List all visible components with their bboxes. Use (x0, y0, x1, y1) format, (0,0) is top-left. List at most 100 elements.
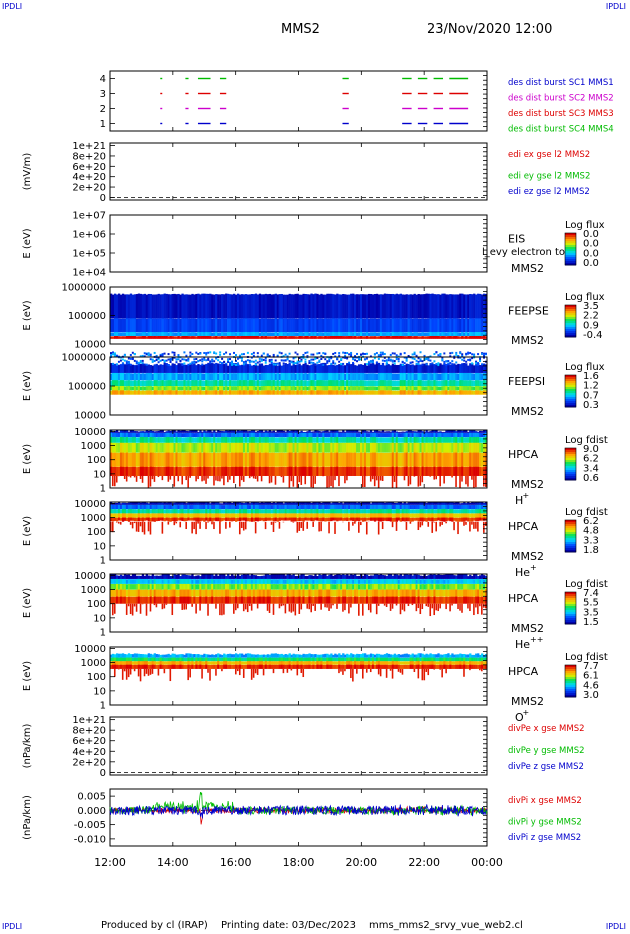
hpca-he-spectrogram-cell (441, 513, 444, 518)
hpca-he-spectrogram-cell (193, 504, 196, 510)
feepsi-spectrogram-cell (246, 373, 250, 381)
hpca-he-spectrogram-cell (463, 502, 466, 505)
feepsi-spectrogram-cell (113, 363, 117, 373)
hpca-he-spectrogram-cell (393, 502, 397, 505)
hpca-h-spectrogram-cell (252, 452, 256, 467)
feepsi-spectrogram-cell (356, 365, 359, 373)
hpca-h-spectrogram-cell (477, 452, 480, 467)
hpca-he-spectrogram-cell (340, 502, 343, 505)
hpca-he-spectrogram-cell (435, 509, 438, 514)
hpca-h-spectrogram-cell (173, 443, 176, 453)
hpca-h-spectrogram-spike (252, 475, 255, 479)
feepse-spectrogram-cell (354, 294, 357, 319)
feepsi-spectrogram-cell (352, 373, 355, 381)
feepsi-spectrogram-cell (342, 379, 345, 386)
hpca-h-spectrogram-spike (248, 475, 251, 479)
hpca-he-spectrogram-cell (471, 509, 474, 514)
hpca-h-spectrogram-cell (298, 452, 301, 467)
hpca-he-spectrogram-spike (463, 521, 465, 526)
feepsi-spectrogram-speckle (451, 363, 454, 366)
feepsi-spectrogram-cell (413, 390, 416, 395)
feepsi-spectrogram-speckle (483, 352, 486, 355)
hpca-h-spectrogram-cell (481, 452, 484, 467)
hpca-h-spectrogram-cell (149, 432, 152, 438)
feepse-spectrogram-cell (173, 293, 176, 319)
hpca-h-spectrogram-cell (439, 452, 442, 467)
hpca-h-spectrogram-cell (481, 443, 484, 453)
hpca-he-spectrogram-cell (447, 504, 450, 510)
feepse-spectrogram-cell (294, 336, 297, 339)
feepsi-spectrogram-cell (203, 380, 206, 386)
feepse-spectrogram-cell (242, 294, 246, 319)
eis-colorbar-segment (565, 243, 576, 246)
hpca-h-spectrogram-cell (173, 430, 176, 433)
hpca-he-spectrogram-cell (286, 509, 289, 514)
feepsi-spectrogram-speckle (199, 352, 202, 355)
hpca-he-spectrogram-cell (292, 502, 295, 505)
feepsi-spectrogram-speckle (137, 361, 140, 364)
feepse-spectrogram-cell (365, 318, 369, 333)
hpca-h-spectrogram-cell (177, 452, 180, 467)
hpca-he-spectrogram-cell (189, 513, 192, 518)
feepse-spectrogram-cell (421, 318, 424, 333)
feepse-spectrogram-cell (453, 318, 456, 333)
hpca-h-spectrogram-cell (483, 452, 486, 467)
hpca-he-spectrogram-cell (254, 502, 258, 505)
feepsi-spectrogram-cell (258, 380, 262, 386)
hpca-h-spectrogram-cell (352, 442, 355, 453)
feepse-spectrogram-cell (229, 335, 232, 339)
hpca-he-colorbar-segment (565, 522, 576, 525)
hpca-he-spectrogram-spike (225, 521, 227, 529)
feepse-spectrogram-cell (334, 294, 337, 319)
feepse-spectrogram-cell (316, 336, 319, 339)
hpca-h-spectrogram-spike (465, 475, 467, 485)
hpca-he-spectrogram-spike (453, 521, 455, 531)
hpca-he-spectrogram-cell (481, 504, 484, 510)
hpca-he-spectrogram-cell (417, 509, 420, 514)
feepsi-spectrogram-speckle (455, 361, 458, 364)
feepse-spectrogram-cell (401, 336, 404, 339)
feepse-spectrogram-cell (242, 331, 246, 337)
feepse-spectrogram-cell (274, 331, 277, 337)
hpca-h-spectrogram-cell (135, 437, 139, 443)
hpca-he-spectrogram-cell (217, 504, 220, 510)
hpca-h-spectrogram-cell (344, 452, 347, 467)
feepse-spectrogram-cell (254, 293, 258, 319)
feepsi-spectrogram-cell (246, 386, 250, 391)
hpca-he-spectrogram-cell (280, 513, 283, 518)
feepsi-spectrogram-cell (280, 372, 283, 381)
feepse-spectrogram-cell (246, 294, 250, 319)
feepsi-spectrogram-cell (465, 372, 468, 381)
hpca-h-spectrogram-cell (326, 442, 329, 453)
hpca-h-spectrogram-cell (254, 432, 258, 438)
feepsi-spectrogram-cell (393, 380, 397, 386)
hpca-h-spectrogram-cell (421, 431, 424, 433)
hpca-h-spectrogram-cell (111, 431, 115, 433)
hpca-h-spectrogram-cell (312, 452, 315, 467)
feepse-spectrogram-cell (322, 294, 325, 319)
hpca-h-colorbar-segment (565, 462, 576, 465)
hpca-h-spectrogram-cell (375, 437, 379, 443)
feepsi-spectrogram-cell (314, 373, 317, 381)
feepsi-spectrogram-cell (161, 385, 164, 391)
feepsi-spectrogram-cell (310, 389, 313, 395)
feepsi-spectrogram-cell (471, 363, 474, 373)
feepsi-spectrogram-cell (185, 386, 188, 391)
feepse-spectrogram-cell (350, 335, 353, 339)
feepse-colorbar-tick: 2.2 (583, 311, 599, 322)
feepsi-colorbar-segment (565, 383, 576, 386)
hpca-he-spectrogram-cell (302, 517, 305, 522)
hpca-he-spectrogram-cell (242, 504, 246, 510)
hpca-h-spectrogram-cell (306, 452, 309, 467)
feepsi-spectrogram-cell (242, 363, 246, 373)
feepsi-spectrogram-cell (334, 380, 337, 386)
hpca-h-spectrogram-cell (127, 432, 131, 438)
feepse-spectrogram-cell (334, 331, 337, 337)
feepsi-spectrogram-cell (175, 379, 178, 386)
hpca-h-spectrogram-cell (155, 432, 158, 438)
hpca-h-spectrogram-cell (205, 442, 208, 453)
feepsi-spectrogram-cell (358, 386, 361, 391)
feepse-spectrogram-cell (419, 318, 422, 333)
feepsi-spectrogram-cell (324, 390, 327, 395)
feepse-spectrogram-cell (342, 293, 345, 319)
